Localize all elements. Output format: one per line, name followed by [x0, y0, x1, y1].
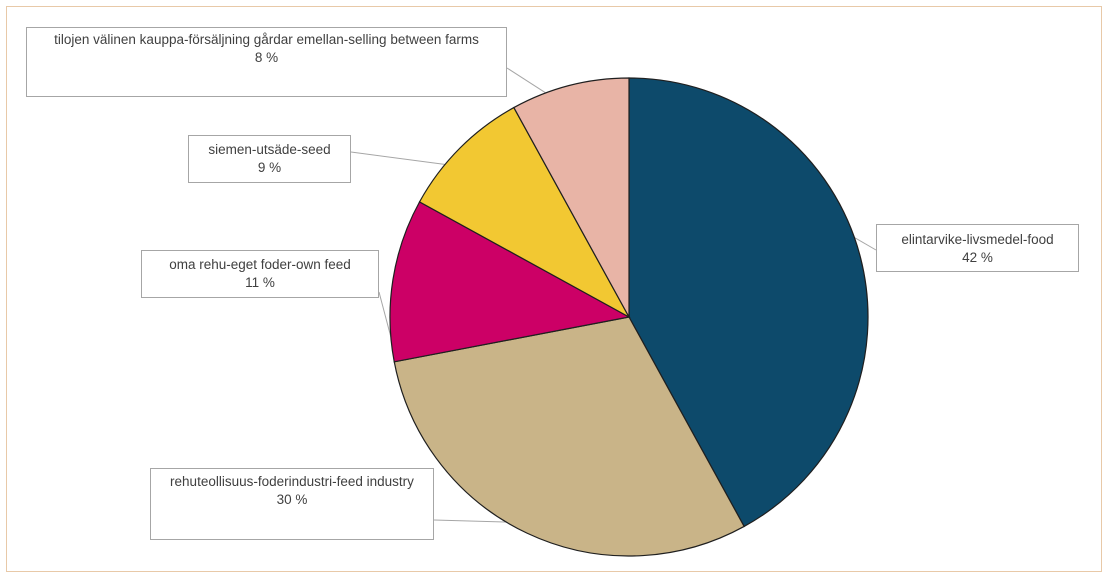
data-label-value: 9 % [257, 160, 282, 175]
data-label-value: 30 % [276, 492, 308, 507]
pie-slice-food [628, 77, 869, 528]
pie-slice-own-feed [389, 201, 631, 363]
data-label-food: elintarvike-livsmedel-food 42 % [876, 224, 1079, 272]
data-label-selling-between-farms: tilojen välinen kauppa-försäljning gårda… [26, 27, 507, 97]
data-label-value: 8 % [254, 50, 279, 65]
pie-slice-selling-between-farms [513, 77, 630, 318]
data-label-category: oma rehu-eget foder-own feed [169, 257, 351, 272]
leader-line-selling-between-farms [506, 67, 549, 95]
pie-slice-feed-industry [393, 316, 745, 557]
leader-line-food [851, 235, 877, 251]
data-label-category: rehuteollisuus-foderindustri-feed indust… [170, 474, 414, 489]
data-label-category: elintarvike-livsmedel-food [901, 232, 1054, 247]
data-label-value: 11 % [245, 275, 275, 290]
data-label-own-feed: oma rehu-eget foder-own feed 11 % [141, 250, 379, 298]
leader-line-feed-industry [433, 519, 511, 523]
data-label-category: siemen-utsäde-seed [208, 142, 331, 157]
data-label-feed-industry: rehuteollisuus-foderindustri-feed indust… [150, 468, 434, 540]
data-label-seed: siemen-utsäde-seed 9 % [188, 135, 351, 183]
pie-slice-seed [418, 106, 631, 319]
data-label-category: tilojen välinen kauppa-försäljning gårda… [54, 32, 479, 47]
leader-line-seed [350, 151, 448, 166]
data-label-value: 42 % [962, 250, 993, 265]
